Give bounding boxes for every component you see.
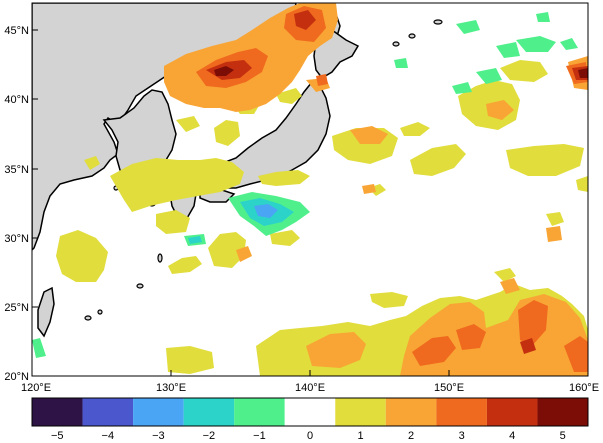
colorbar-label: 1 [357, 430, 363, 442]
colorbar-label: 2 [408, 430, 414, 442]
colorbar-swatch [82, 398, 134, 426]
lon-label-150: 150°E [434, 382, 464, 394]
colorbar-label: −1 [253, 430, 266, 442]
lat-label-35: 35°N [4, 164, 29, 176]
lon-label-130: 130°E [156, 382, 186, 394]
colorbar-swatch [436, 398, 487, 426]
lat-label-25: 25°N [4, 302, 29, 314]
colorbar-swatch [537, 398, 588, 426]
colorbar-label: −4 [102, 430, 115, 442]
anomaly-level-5 [214, 66, 588, 78]
colorbar-label: 5 [560, 430, 566, 442]
colorbar-label: −3 [152, 430, 165, 442]
colorbar-swatch [133, 398, 184, 426]
lon-axis [31, 370, 589, 376]
land-korea [102, 89, 177, 181]
lon-label-140: 140°E [295, 382, 325, 394]
colorbar: −5 −4 −3 −2 −1 0 1 2 3 4 5 [31, 397, 589, 442]
colorbar-swatch [234, 398, 285, 426]
colorbar-label: 4 [509, 430, 515, 442]
lat-label-45: 45°N [4, 25, 29, 37]
colorbar-frame [31, 397, 589, 427]
lat-label-40: 40°N [4, 94, 29, 106]
colorbar-label: 0 [307, 430, 313, 442]
lat-axis [32, 29, 38, 377]
colorbar-swatch [284, 398, 336, 426]
colorbar-label: −5 [51, 430, 64, 442]
colorbar-label: 3 [459, 430, 465, 442]
colorbar-label: −2 [203, 430, 216, 442]
land-taiwan [37, 286, 55, 338]
lat-label-20: 20°N [4, 371, 29, 383]
anomaly-level-neg3 [254, 204, 278, 218]
colorbar-swatch [486, 398, 538, 426]
colorbar-swatch [183, 398, 235, 426]
lat-label-30: 30°N [4, 233, 29, 245]
colorbar-swatch [335, 398, 386, 426]
colorbar-swatch [385, 398, 437, 426]
lon-label-120: 120°E [21, 382, 51, 394]
lon-label-160: 160°E [569, 382, 599, 394]
colorbar-swatch [32, 398, 83, 426]
